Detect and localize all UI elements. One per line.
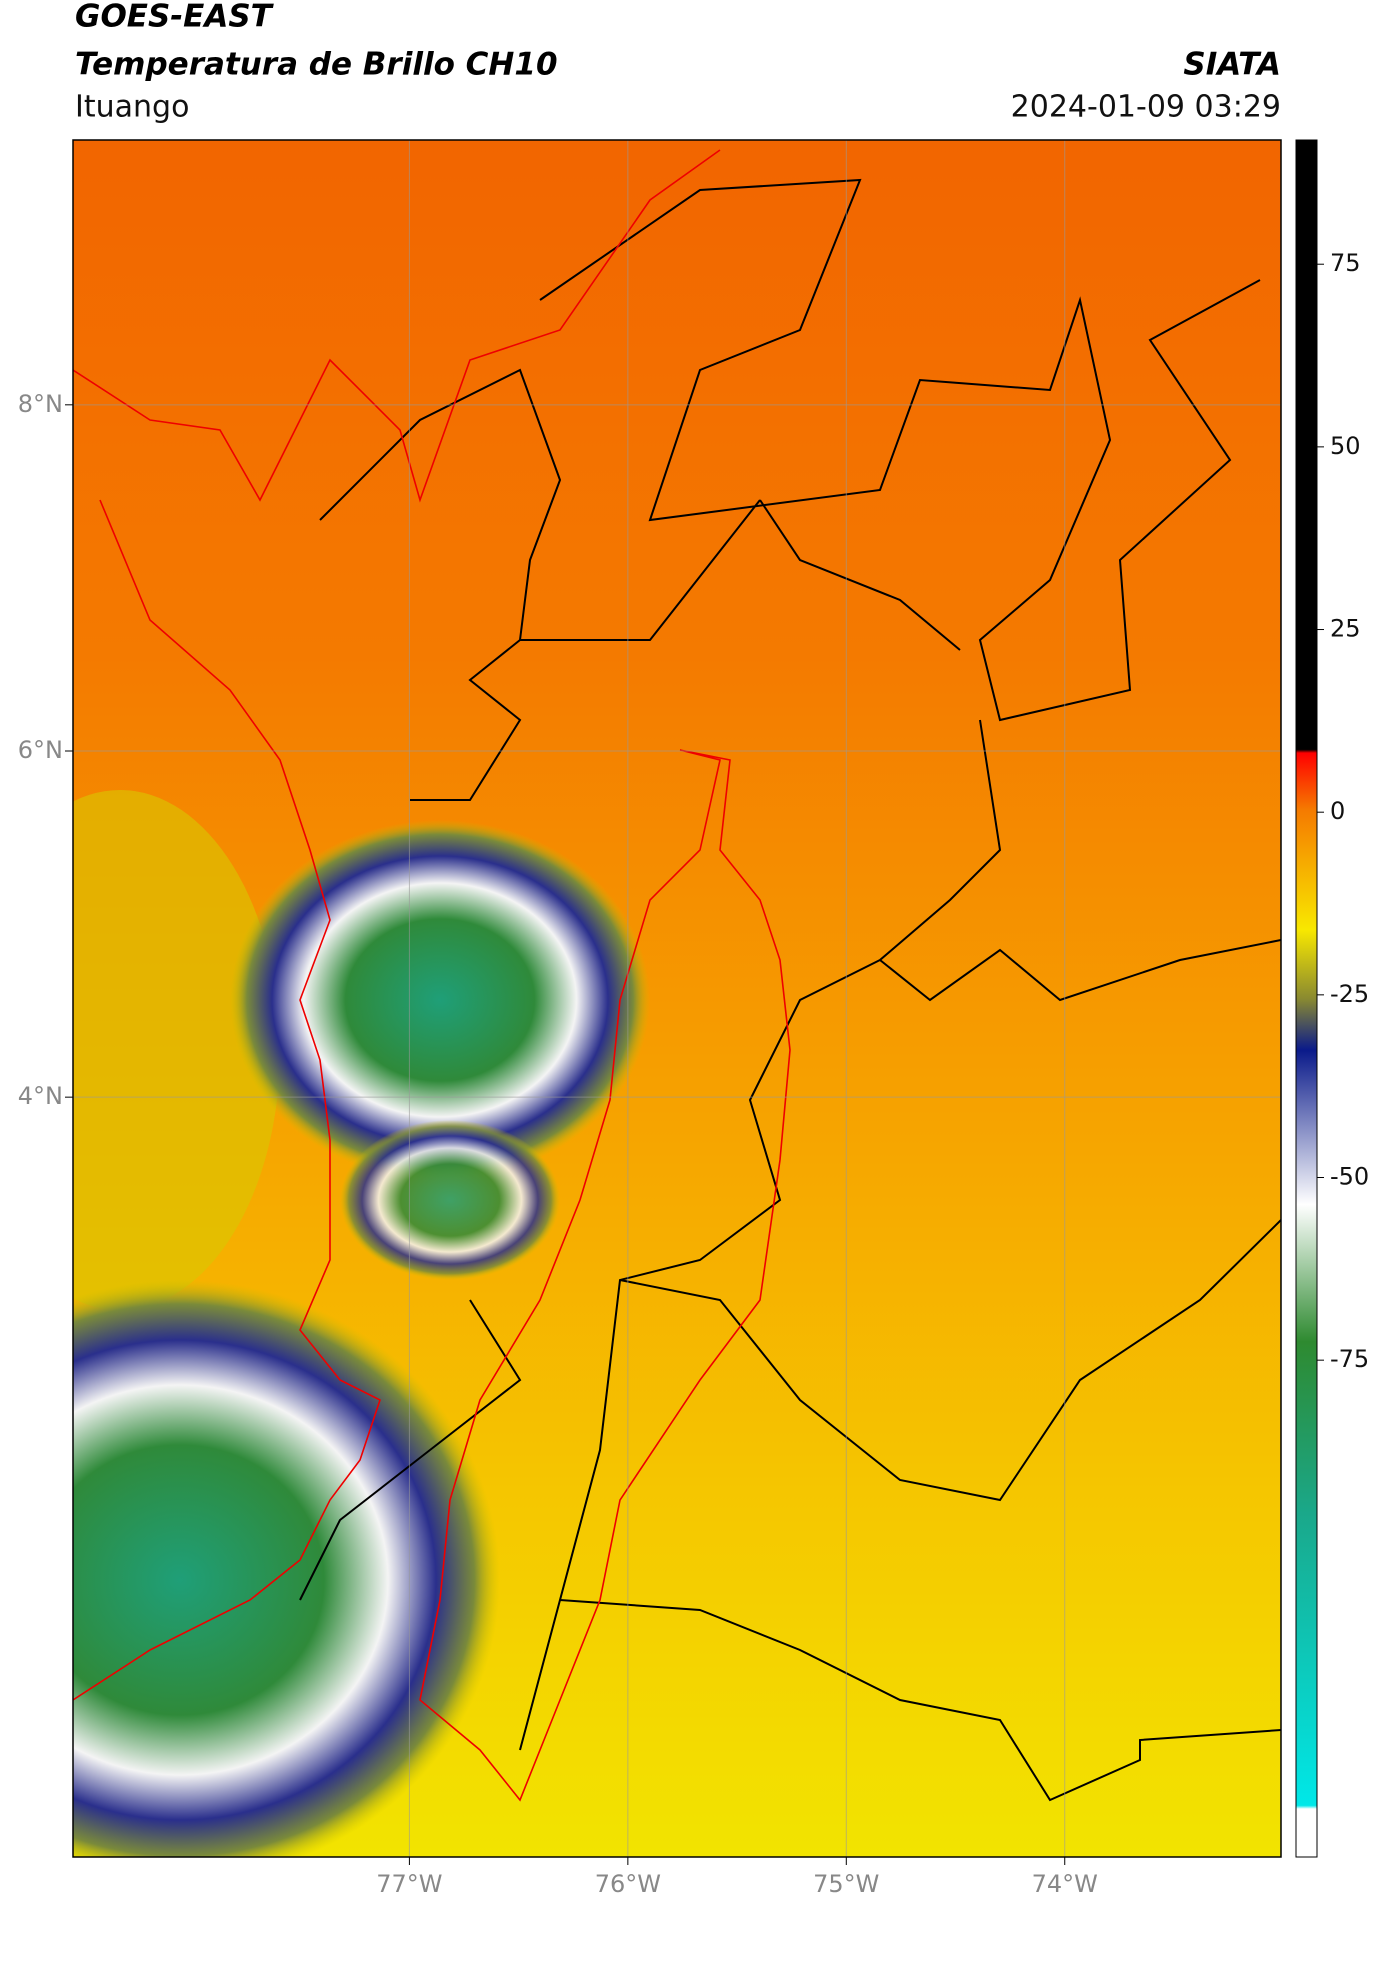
- y-tick-label: 4°N: [18, 1082, 63, 1110]
- source: SIATA: [1183, 47, 1281, 83]
- map-frame: [72, 139, 1282, 1858]
- storm-cell: [340, 1120, 560, 1280]
- x-tick-label: 75°W: [813, 1870, 879, 1898]
- y-tick-label: 6°N: [18, 736, 63, 764]
- colorbar-tick-label: 0: [1330, 797, 1345, 825]
- y-tick-label: 8°N: [18, 390, 63, 418]
- x-tick-label: 74°W: [1032, 1870, 1098, 1898]
- x-tick-label: 77°W: [376, 1870, 442, 1898]
- colorbar-tick-label: 75: [1330, 249, 1361, 277]
- coastline: [73, 149, 791, 1802]
- colorbar-tick-label: -75: [1330, 1345, 1369, 1373]
- storm-cell: [230, 820, 650, 1180]
- cloud-haze: [73, 790, 280, 1310]
- datetime: 2024-01-09 03:29: [1011, 90, 1281, 125]
- storm-cell: [73, 1280, 500, 1857]
- colorbar: [1295, 139, 1318, 1858]
- admin-border: [299, 178, 1281, 1802]
- grid-layer: [73, 140, 1281, 1857]
- subtitle: Temperatura de Brillo CH10: [75, 47, 558, 83]
- location: Ituango: [75, 90, 189, 125]
- colorbar-tick-label: -25: [1330, 980, 1369, 1008]
- x-tick-label: 76°W: [595, 1870, 661, 1898]
- colorbar-tick-label: 50: [1330, 432, 1361, 460]
- colorbar-tick-label: 25: [1330, 615, 1361, 643]
- colorbar-tick-label: -50: [1330, 1163, 1369, 1191]
- title: GOES-EAST: [75, 0, 275, 35]
- map-layer: [73, 140, 1281, 1857]
